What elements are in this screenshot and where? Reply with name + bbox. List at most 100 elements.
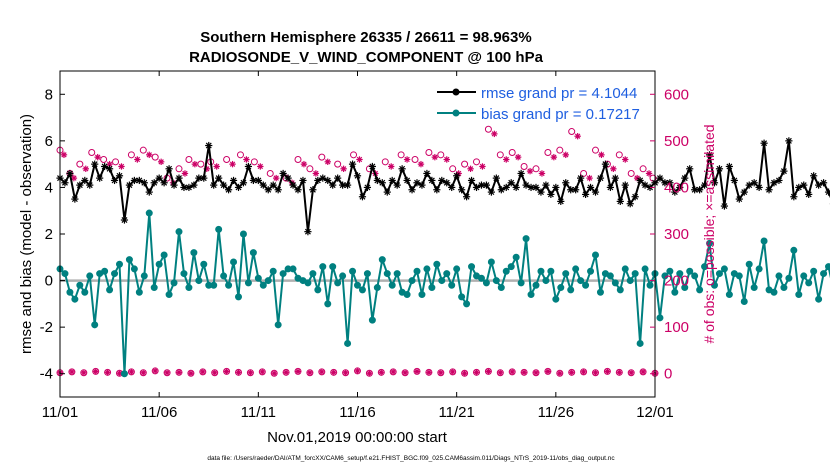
obs-low-assimilated-point [331, 369, 337, 375]
bias-point [235, 293, 242, 301]
obs-low-assimilated-point [581, 369, 587, 375]
bias-point [71, 295, 79, 303]
bias-point [825, 263, 830, 271]
rmse-point [800, 181, 808, 189]
obs-low-assimilated-point [521, 369, 527, 375]
obs-possible-point [592, 146, 599, 154]
obs-assimilated-point [157, 158, 165, 166]
bias-point [522, 235, 530, 243]
obs-low-possible-point [354, 367, 361, 375]
bias-point [487, 258, 495, 266]
obs-low-assimilated-point [569, 369, 575, 375]
obs-assimilated-point [312, 170, 320, 177]
rmse-point [334, 174, 342, 182]
obs-low-possible-point [258, 368, 266, 376]
bias-point [215, 225, 223, 233]
bias-point [785, 274, 793, 282]
obs-possible-point [411, 155, 419, 163]
obs-low-assimilated-point [152, 368, 158, 374]
rmse-point [383, 188, 391, 196]
obs-possible-point [461, 160, 469, 168]
bias-point [790, 246, 798, 254]
rmse-point [224, 186, 233, 194]
rmse-point [76, 181, 84, 189]
bias-point [448, 281, 456, 289]
bias-point [230, 258, 238, 266]
x-tick-label: 11/11 [241, 404, 276, 421]
obs-low-assimilated-point [473, 369, 480, 375]
bias-point [225, 281, 233, 289]
rmse-point [418, 181, 426, 189]
rmse-point [393, 181, 401, 189]
obs-low-possible-point [318, 368, 326, 376]
obs-possible-point [236, 151, 244, 159]
obs-low-assimilated-point [235, 369, 242, 375]
bias-point [106, 286, 114, 294]
obs-assimilated-point [213, 163, 220, 170]
rmse-point [676, 183, 684, 192]
chart-title: Southern Hemisphere 26335 / 26611 = 98.9… [200, 29, 531, 46]
obs-possible-point [185, 155, 193, 163]
rmse-point [819, 179, 828, 187]
bias-point [646, 281, 654, 289]
rmse-point [671, 188, 679, 196]
obs-low-assimilated-point [164, 370, 170, 376]
bias-point [805, 279, 813, 287]
rmse-point [611, 174, 619, 182]
bias-point [810, 267, 818, 275]
bias-point [339, 272, 347, 280]
obs-assimilated-point [610, 165, 617, 172]
obs-low-possible-point [365, 369, 373, 377]
rmse-point [170, 181, 178, 189]
bias-point [641, 265, 649, 273]
bias-point [244, 279, 252, 287]
obs-low-assimilated-point [295, 368, 301, 374]
obs-low-possible-point [449, 368, 457, 376]
obs-low-assimilated-point [140, 370, 146, 376]
rmse-point [264, 186, 272, 194]
obs-possible-point [397, 151, 405, 159]
bias-point [61, 270, 69, 278]
obs-low-possible-point [270, 369, 278, 377]
rmse-point [552, 183, 560, 192]
rmse-point [388, 176, 396, 185]
bias-point [780, 284, 788, 292]
obs-possible-point [556, 146, 564, 154]
rmse-point [239, 179, 248, 187]
bias-point [706, 239, 714, 247]
obs-low-possible-point [592, 369, 599, 377]
rmse-point [408, 186, 416, 194]
obs-possible-point [449, 165, 457, 173]
rmse-point [815, 181, 823, 189]
rmse-point [547, 190, 555, 199]
bias-point [611, 279, 619, 287]
bias-point [289, 265, 297, 273]
rmse-point [289, 181, 297, 189]
rmse-point [577, 174, 585, 182]
x-axis-label: Nov.01,2019 00:00:00 start [267, 429, 448, 446]
rmse-point [686, 165, 694, 173]
axes: 11/01 11/06 11/11 11/16 11/21 11/26 12/01 -4 -2 0… [40, 71, 689, 421]
rmse-point [398, 165, 406, 173]
obs-low-assimilated-point [283, 369, 289, 375]
bias-point [820, 270, 828, 278]
obs-low-assimilated-point [414, 368, 420, 374]
bias-point [349, 267, 357, 275]
rmse-point [636, 176, 644, 185]
obs-low-possible-point [556, 369, 564, 377]
bias-point [319, 263, 327, 271]
rmse-point [691, 186, 699, 194]
obs-low-possible-point [520, 368, 528, 376]
bias-point [686, 267, 694, 275]
bias-point [279, 270, 287, 278]
y-tick-label: 6 [45, 133, 53, 150]
obs-possible-point [266, 169, 274, 177]
rmse-point [195, 174, 203, 182]
bias-point [120, 370, 128, 378]
rmse-point [810, 172, 818, 180]
bias-point [696, 286, 704, 294]
rmse-point [200, 174, 208, 182]
rmse-point [130, 176, 138, 185]
x-tick-label: 11/06 [141, 404, 177, 421]
rmse-point [760, 139, 768, 147]
